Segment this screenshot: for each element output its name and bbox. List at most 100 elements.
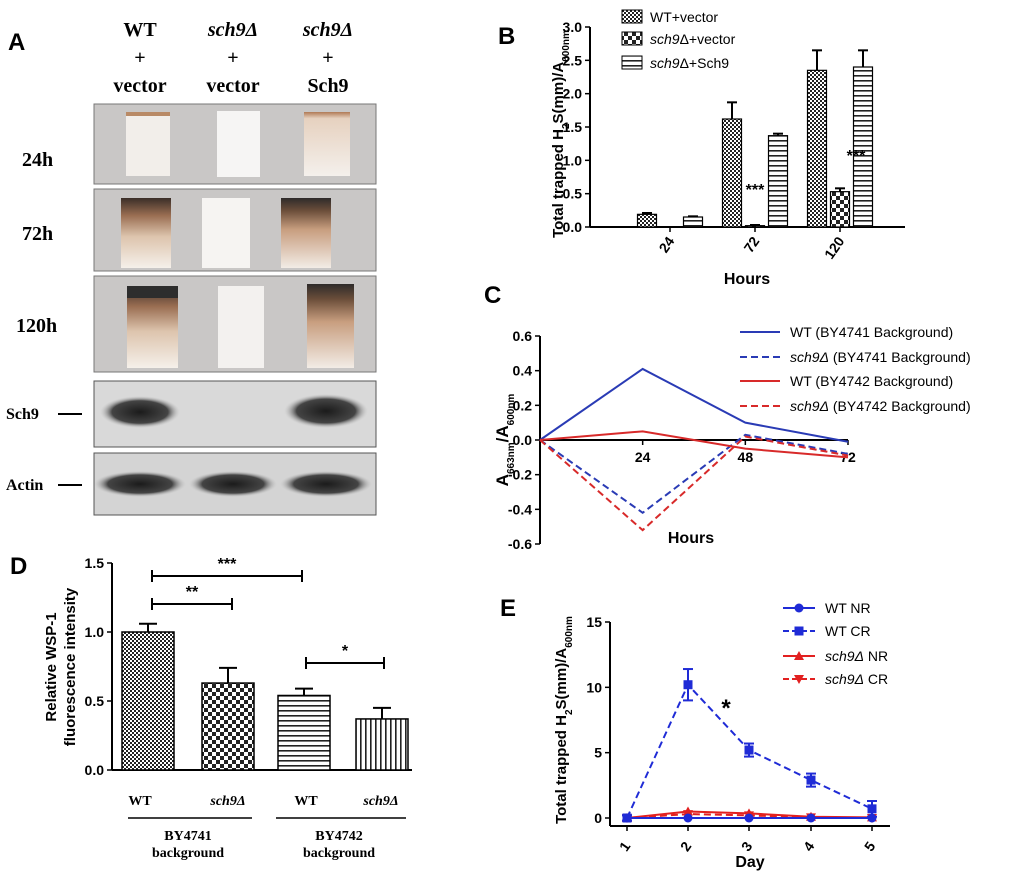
panel-letter-e: E: [500, 595, 516, 622]
data-point-e: [806, 813, 816, 823]
chart-e: E 0 5 10 15 1 2 3 4 5 * Day Total trapped H2S(mm)/A…: [500, 595, 890, 871]
x-axis-title-c: Hours: [668, 530, 714, 547]
legend-label-c: WT (BY4741 Background): [790, 324, 953, 340]
legend-label-b: sch9Δ+Sch9: [650, 55, 729, 71]
legend-swatch-b: [621, 9, 643, 24]
y-tick-label-c: 0.4: [513, 363, 533, 379]
col1-line1: WT: [123, 19, 157, 41]
panel-letter-c: C: [484, 282, 501, 309]
significance-label-d: ***: [218, 556, 237, 573]
legend-marker-e: [794, 626, 804, 636]
col3-line1: sch9Δ: [302, 19, 353, 41]
bar-b: [682, 216, 704, 228]
col2-line2: +: [227, 47, 238, 69]
legend-label-e: WT NR: [825, 600, 871, 616]
significance-label-d: *: [342, 643, 349, 660]
y-tick-label-d: 0.5: [85, 693, 105, 709]
y-tick-label-b: 0.0: [563, 219, 583, 235]
x-tick-label-c: 24: [635, 449, 651, 465]
y-tick-label-c: 0.2: [513, 397, 533, 413]
y-axis-title-d-line1: Relative WSP-1: [43, 612, 60, 721]
row-label-24h: 24h: [22, 149, 53, 171]
y-tick-label-d: 1.0: [85, 624, 105, 640]
y-tick-label-e: 10: [586, 679, 602, 695]
y-tick-label-b: 2.0: [563, 86, 583, 102]
background-bY4741-line2: background: [152, 846, 224, 861]
legend-marker-e: [794, 675, 804, 684]
y-tick-label-c: 0.0: [513, 432, 533, 448]
y-tick-label-e: 15: [586, 614, 602, 630]
y-tick-label-b: 1.0: [563, 152, 583, 168]
bar-b: [829, 191, 851, 228]
group-label-sch9-2: sch9Δ: [362, 794, 398, 809]
significance-label-e: *: [721, 695, 731, 722]
data-point-e: [806, 775, 816, 785]
bar-d: [201, 682, 255, 771]
y-tick-label-c: -0.6: [508, 536, 532, 552]
x-tick-label-e: 4: [800, 838, 818, 854]
data-point-e: [683, 680, 693, 690]
data-point-e: [622, 813, 632, 823]
x-tick-label-b: 120: [821, 233, 848, 261]
bar-d: [121, 631, 175, 771]
row-label-72h: 72h: [22, 223, 53, 245]
legend-label-e: sch9Δ NR: [825, 648, 888, 664]
col1-line2: +: [134, 47, 145, 69]
y-tick-label-b: 1.5: [563, 119, 583, 135]
y-tick-label-c: -0.4: [508, 501, 532, 517]
x-tick-label-c: 48: [738, 449, 754, 465]
x-axis-title-e: Day: [735, 854, 764, 871]
y-tick-label-e: 5: [594, 745, 602, 761]
group-label-wt-2: WT: [294, 794, 318, 809]
panel-a: A WT + vector sch9Δ + vector sch9Δ + Sch…: [6, 19, 377, 516]
group-label-wt-1: WT: [128, 794, 152, 809]
legend-label-e: WT CR: [825, 623, 871, 639]
y-tick-label-b: 3.0: [563, 19, 583, 35]
y-tick-label-c: 0.6: [513, 328, 533, 344]
background-bY4741-line1: BY4741: [164, 829, 211, 844]
legend-label-b: sch9Δ+vector: [650, 31, 736, 47]
chart-c: C 0.60.40.20.0-0.2-0.4-0.624 48 72HoursA66…: [484, 282, 971, 552]
y-axis-title-e: Total trapped H2S(mm)/A600nm: [553, 616, 575, 824]
legend-label-e: sch9Δ CR: [825, 671, 888, 687]
y-tick-label-d: 0.0: [85, 762, 105, 778]
col2-line3: vector: [206, 75, 259, 97]
bar-b: [852, 66, 874, 228]
strip-image-24h: [93, 103, 377, 185]
x-tick-label-e: 3: [738, 838, 756, 854]
group-label-sch9-1: sch9Δ: [209, 794, 245, 809]
x-tick-label-e: 5: [861, 838, 879, 854]
strip-image-120h: [93, 275, 377, 373]
y-tick-label-b: 2.5: [563, 52, 583, 68]
data-point-e: [867, 804, 877, 814]
series-line-c: [539, 433, 849, 515]
legend-marker-e: [794, 651, 804, 660]
data-point-e: [744, 813, 754, 823]
legend-swatch-b: [621, 31, 643, 46]
blot-label-actin: Actin: [6, 477, 43, 494]
legend-label-c: sch9Δ (BY4741 Background): [790, 349, 971, 365]
background-bY4742-line2: background: [303, 846, 375, 861]
chart-d: D WT sch9Δ WT sch9Δ BY4741 background BY…: [10, 553, 412, 861]
background-bY4742-line1: BY4742: [315, 829, 362, 844]
x-tick-label-b: 72: [740, 233, 762, 255]
bar-b: [806, 69, 828, 228]
series-line-c: [539, 367, 849, 443]
y-axis-title-c: A663nm/A600nm: [493, 394, 517, 487]
chart-b: B 0.0 0.5 1.0 1.5 2.0 2.5 3.0 24 72 120 *** *** Hour…: [498, 9, 905, 288]
bar-b: [721, 118, 743, 228]
significance-label-d: **: [186, 584, 199, 601]
significance-label-b: ***: [746, 182, 765, 199]
x-tick-label-e: 2: [677, 838, 695, 854]
bar-b: [636, 213, 658, 228]
col3-line2: +: [322, 47, 333, 69]
western-blot-sch9: [93, 380, 377, 448]
panel-letter-b: B: [498, 23, 515, 50]
legend-label-c: WT (BY4742 Background): [790, 373, 953, 389]
data-point-e: [744, 745, 754, 755]
panel-letter-a: A: [8, 29, 25, 56]
legend-marker-e: [794, 603, 804, 613]
legend-label-c: sch9Δ (BY4742 Background): [790, 398, 971, 414]
y-axis-title-b: Total trapped H2S(mm)/A600nm: [550, 30, 572, 238]
